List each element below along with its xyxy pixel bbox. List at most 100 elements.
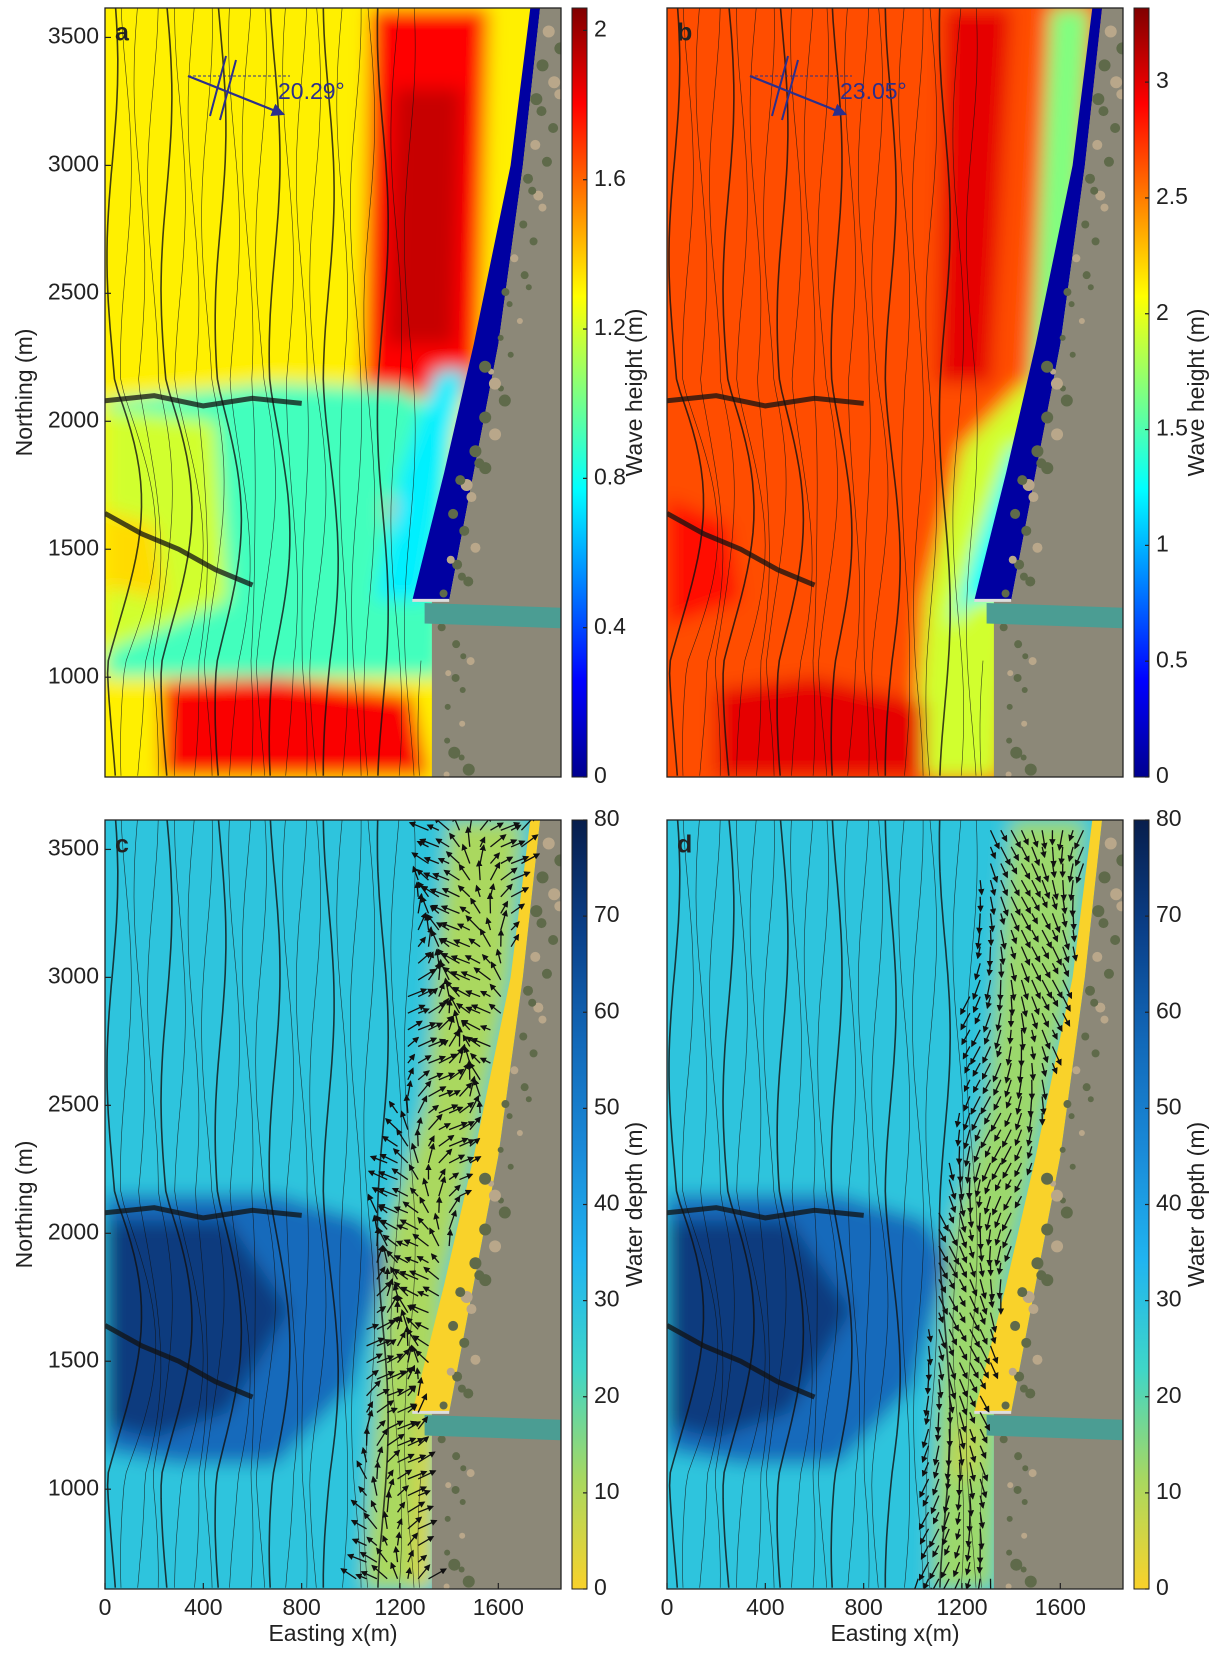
y-tick-label: 3000 bbox=[48, 962, 99, 988]
land-texture bbox=[1085, 174, 1095, 184]
land-texture bbox=[1022, 653, 1028, 659]
land-texture bbox=[508, 1164, 514, 1170]
land-texture bbox=[455, 475, 465, 485]
panel-letter: b bbox=[677, 19, 692, 47]
land-texture bbox=[463, 1576, 475, 1588]
colorbar-tick-label: 2 bbox=[594, 15, 607, 41]
land-texture bbox=[554, 901, 564, 911]
land-texture bbox=[1104, 969, 1114, 979]
land-texture bbox=[517, 1130, 523, 1136]
land-texture bbox=[519, 1032, 527, 1040]
colorbar-tick-label: 60 bbox=[1156, 997, 1182, 1023]
current-arrow bbox=[417, 1369, 418, 1380]
land-texture bbox=[458, 1385, 466, 1393]
land-texture bbox=[460, 1465, 466, 1471]
land-texture bbox=[1020, 573, 1028, 581]
x-tick-label: 400 bbox=[746, 1594, 784, 1620]
land-texture bbox=[1070, 352, 1076, 358]
land-texture bbox=[1088, 1096, 1094, 1102]
land-texture bbox=[1006, 1550, 1012, 1556]
land-texture bbox=[508, 352, 514, 358]
current-arrow bbox=[970, 1196, 971, 1213]
colorbar-tick-label: 80 bbox=[1156, 805, 1182, 831]
land-texture bbox=[1063, 288, 1071, 296]
land-texture bbox=[445, 670, 451, 676]
land-texture bbox=[554, 89, 564, 99]
land-texture bbox=[459, 1338, 469, 1348]
land-texture bbox=[523, 986, 533, 996]
land-texture bbox=[448, 509, 458, 519]
colorbar-tick-label: 40 bbox=[1156, 1190, 1182, 1216]
angle-label: 20.29° bbox=[278, 78, 345, 104]
land-texture bbox=[489, 1190, 501, 1202]
land-texture bbox=[1116, 89, 1126, 99]
colorbar-title: Wave height (m) bbox=[1183, 309, 1209, 477]
land-texture bbox=[1051, 1190, 1063, 1202]
land-texture bbox=[474, 1270, 484, 1280]
land-texture bbox=[1051, 1240, 1063, 1252]
land-texture bbox=[1051, 378, 1063, 390]
colorbar-tick-label: 10 bbox=[1156, 1478, 1182, 1504]
current-arrow bbox=[1072, 897, 1073, 916]
land-texture bbox=[452, 640, 460, 648]
panel-letter: d bbox=[677, 831, 692, 859]
land-texture bbox=[1014, 1452, 1022, 1460]
y-tick-label: 1000 bbox=[48, 662, 99, 688]
land-texture bbox=[1007, 1516, 1013, 1522]
land-texture bbox=[543, 838, 555, 850]
land-texture bbox=[469, 445, 481, 457]
land-texture bbox=[438, 1435, 446, 1443]
land-texture bbox=[470, 1355, 480, 1365]
land-texture bbox=[455, 1287, 465, 1297]
land-texture bbox=[1025, 1576, 1037, 1588]
land-texture bbox=[1041, 1223, 1053, 1235]
map-panel bbox=[75, 790, 591, 1619]
current-arrow bbox=[980, 1229, 981, 1249]
land-texture bbox=[517, 318, 523, 324]
colorbar-tick-label: 30 bbox=[1156, 1286, 1182, 1312]
colorbar bbox=[572, 8, 587, 777]
land-texture bbox=[1051, 428, 1063, 440]
field-region bbox=[162, 677, 430, 777]
land-texture bbox=[463, 764, 475, 776]
land-texture bbox=[1041, 411, 1053, 423]
colorbar-tick-label: 20 bbox=[1156, 1382, 1182, 1408]
land-texture bbox=[1021, 1338, 1031, 1348]
y-tick-label: 2000 bbox=[48, 1218, 99, 1244]
colorbar-tick-label: 20 bbox=[594, 1382, 620, 1408]
land-texture bbox=[1070, 1164, 1076, 1170]
land-texture bbox=[548, 123, 558, 133]
land-texture bbox=[1009, 556, 1017, 564]
land-texture bbox=[1028, 1304, 1038, 1314]
colorbar-title: Water depth (m) bbox=[1183, 1122, 1209, 1287]
land-texture bbox=[1022, 1499, 1028, 1505]
current-arrow bbox=[1000, 980, 1001, 1000]
land-texture bbox=[1021, 1533, 1027, 1539]
colorbar-tick-label: 70 bbox=[594, 901, 620, 927]
y-axis-title: Northing (m) bbox=[11, 329, 37, 457]
land-texture bbox=[447, 556, 455, 564]
colorbar-tick-label: 0.4 bbox=[594, 613, 626, 639]
land-texture bbox=[1105, 26, 1117, 38]
land-texture bbox=[1099, 871, 1111, 883]
y-tick-label: 3500 bbox=[48, 23, 99, 49]
colorbar-title: Water depth (m) bbox=[621, 1122, 647, 1287]
land-texture bbox=[548, 888, 560, 900]
land-texture bbox=[467, 657, 475, 665]
land-texture bbox=[1092, 93, 1104, 105]
land-texture bbox=[460, 1499, 466, 1505]
colorbar-title: Wave height (m) bbox=[621, 309, 647, 477]
land-texture bbox=[1014, 1486, 1022, 1494]
land-texture bbox=[1081, 220, 1089, 228]
land-texture bbox=[1017, 475, 1027, 485]
land-texture bbox=[510, 254, 518, 262]
land-texture bbox=[1007, 670, 1013, 676]
land-texture bbox=[1002, 590, 1010, 598]
land-texture bbox=[542, 969, 552, 979]
land-texture bbox=[1061, 1207, 1073, 1219]
x-tick-label: 1200 bbox=[374, 1594, 425, 1620]
land-texture bbox=[459, 1533, 465, 1539]
land-texture bbox=[1006, 738, 1012, 744]
land-texture bbox=[1041, 1173, 1053, 1185]
figure: a20.29°100015002000250030003500Northing … bbox=[0, 0, 1222, 1654]
